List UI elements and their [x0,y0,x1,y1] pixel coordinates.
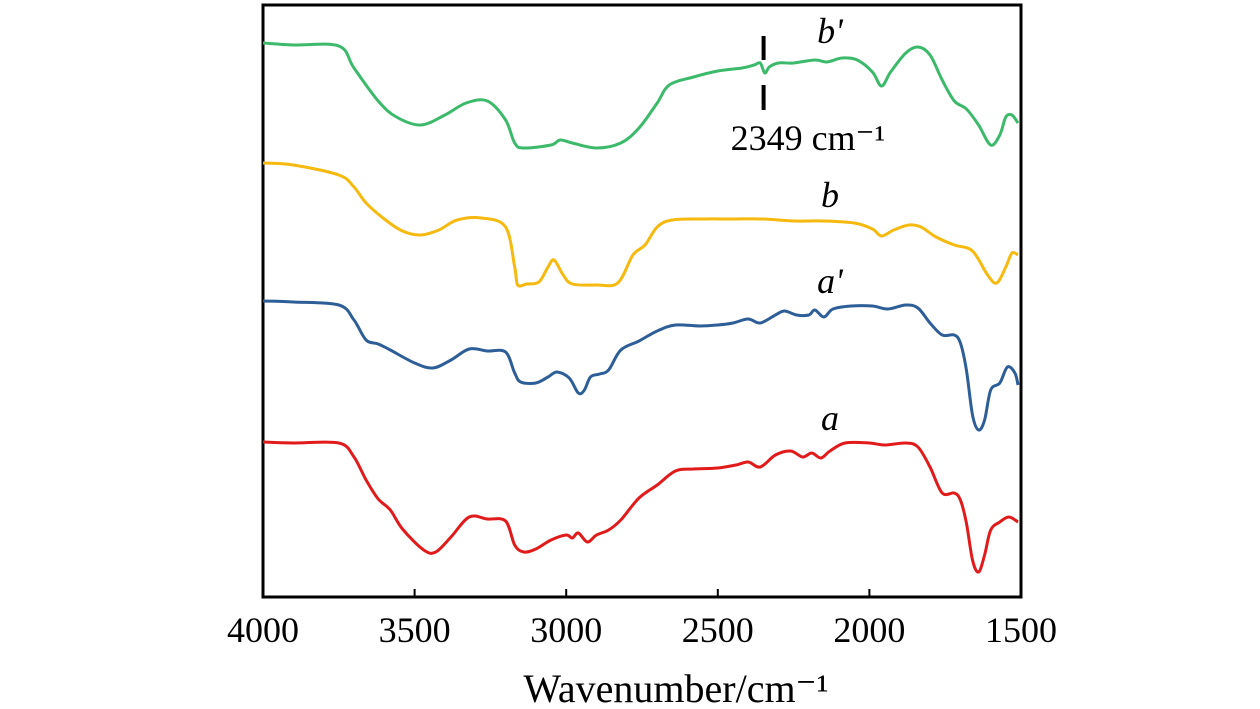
x-tick-label-1: 3500 [379,610,451,650]
series-label-3: a [821,398,839,438]
x-tick-label-5: 1500 [985,610,1057,650]
series-label-layer: b' b a' a [817,11,844,438]
series-line-1 [262,161,1019,288]
annotation-layer: 2349 cm⁻¹ [731,36,886,158]
series-label-1: b [821,175,839,215]
series-layer [262,41,1020,574]
series-line-0 [262,41,1020,150]
series-line-2 [262,299,1020,432]
series-line-3 [262,440,1019,574]
x-tick-layer: 4000 3500 3000 2500 2000 1500 [227,589,1057,650]
annotation-label: 2349 cm⁻¹ [731,118,886,158]
x-tick-label-3: 2500 [682,610,754,650]
series-label-0: b' [817,11,844,51]
x-axis-title: Wavenumber/cm⁻¹ [523,666,828,709]
x-tick-label-4: 2000 [833,610,905,650]
x-tick-label-2: 3000 [530,610,602,650]
plot-frame [261,3,1023,599]
x-tick-label-0: 4000 [227,610,299,650]
series-label-2: a' [817,261,844,301]
